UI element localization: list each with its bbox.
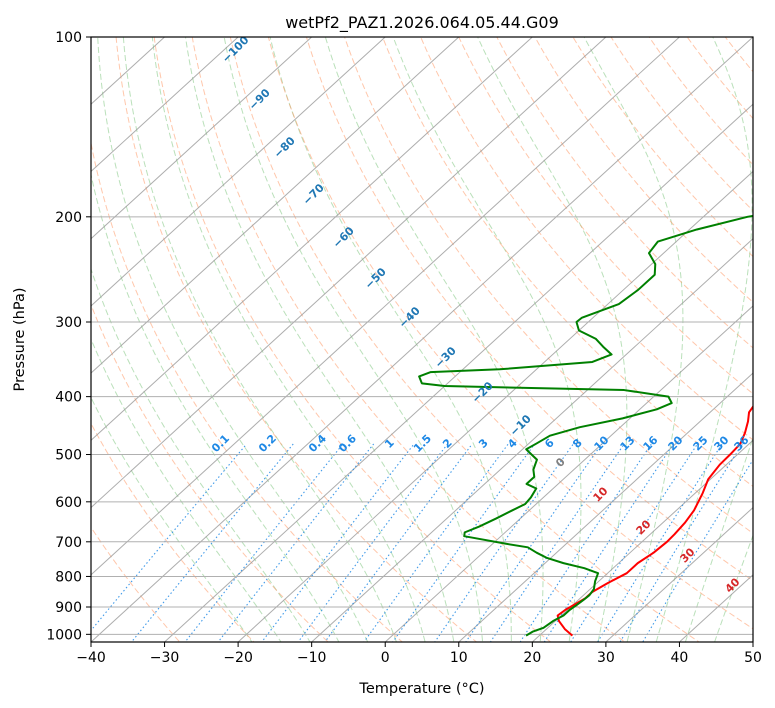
isotherm-line [91, 37, 607, 509]
isotherm-line [91, 37, 753, 642]
isotherm-line [531, 439, 753, 642]
dry-adiabat-line [458, 37, 753, 395]
dry-adiabat-line [267, 37, 753, 630]
y-tick-label: 600 [55, 495, 82, 511]
x-tick-label: 50 [744, 650, 762, 666]
isotherm-line [384, 305, 753, 642]
isotherm-line [458, 372, 753, 642]
x-tick-label: −20 [223, 650, 253, 666]
moist-adiabat-line [583, 37, 684, 642]
mixing-ratio-line [130, 443, 294, 642]
y-tick-label: 300 [55, 315, 82, 331]
mixing-ratio-line [392, 443, 536, 642]
y-tick-label: 500 [55, 448, 82, 464]
x-tick-label: 0 [381, 650, 390, 666]
dewpoint-profile [418, 214, 753, 637]
dry-adiabat-line [91, 422, 255, 642]
plot-frame [90, 36, 754, 643]
x-tick-label: 30 [597, 650, 615, 666]
dry-adiabat-line [91, 140, 404, 642]
x-tick-label: −10 [297, 650, 327, 666]
isotherm-line [91, 37, 386, 307]
mixing-ratio-line [597, 443, 723, 642]
isotherm-line [91, 37, 534, 442]
x-tick-label: 20 [523, 650, 541, 666]
dry-adiabat-line [344, 37, 753, 534]
y-tick-label: 400 [55, 390, 82, 406]
x-tick-label: 10 [450, 650, 468, 666]
mixing-ratio-line [619, 443, 743, 642]
x-tick-label: −40 [76, 650, 106, 666]
chart-title: wetPf2_PAZ1.2026.064.05.44.G09 [285, 13, 559, 33]
isotherm-line [91, 37, 460, 374]
y-tick-label: 100 [55, 30, 82, 46]
mixing-ratio-line [324, 443, 473, 642]
dry-adiabat-line [648, 37, 753, 166]
x-axis-label: Temperature (°C) [358, 681, 484, 697]
moist-adiabat-line [714, 534, 753, 642]
mixing-ratio-line [261, 443, 415, 642]
mixing-ratio-line [217, 443, 375, 642]
moist-adiabat-line [122, 37, 397, 642]
dry-adiabat-line [115, 37, 478, 642]
y-tick-label: 1000 [46, 627, 82, 643]
dry-adiabat-line [572, 37, 753, 258]
isotherm-line [310, 237, 753, 642]
isotherm-line [237, 170, 753, 642]
dry-adiabat-line [153, 37, 552, 642]
y-tick-label: 800 [55, 569, 82, 585]
isotherm-line [605, 506, 753, 642]
x-tick-label: −30 [150, 650, 180, 666]
mixing-ratio-line [434, 443, 574, 642]
isotherm-line [163, 103, 753, 642]
mixing-ratio-line [519, 443, 652, 642]
dry-adiabat-line [382, 37, 753, 488]
moist-adiabat-line [477, 37, 628, 642]
dry-adiabat-line [91, 303, 329, 642]
moist-adiabat-line [223, 37, 484, 642]
y-tick-label: 700 [55, 535, 82, 551]
moist-adiabat-line [91, 172, 340, 642]
temperature-profile [556, 404, 753, 637]
dry-adiabat-line [229, 37, 700, 642]
y-tick-label: 200 [55, 210, 82, 226]
dry-adiabat-line [496, 37, 753, 349]
mixing-ratio-line [184, 443, 344, 642]
y-axis-label: Pressure (hPa) [12, 287, 28, 391]
x-tick-label: 40 [671, 650, 689, 666]
mixing-ratio-line [570, 443, 698, 642]
isotherm-line [91, 37, 681, 576]
y-tick-label: 900 [55, 600, 82, 616]
